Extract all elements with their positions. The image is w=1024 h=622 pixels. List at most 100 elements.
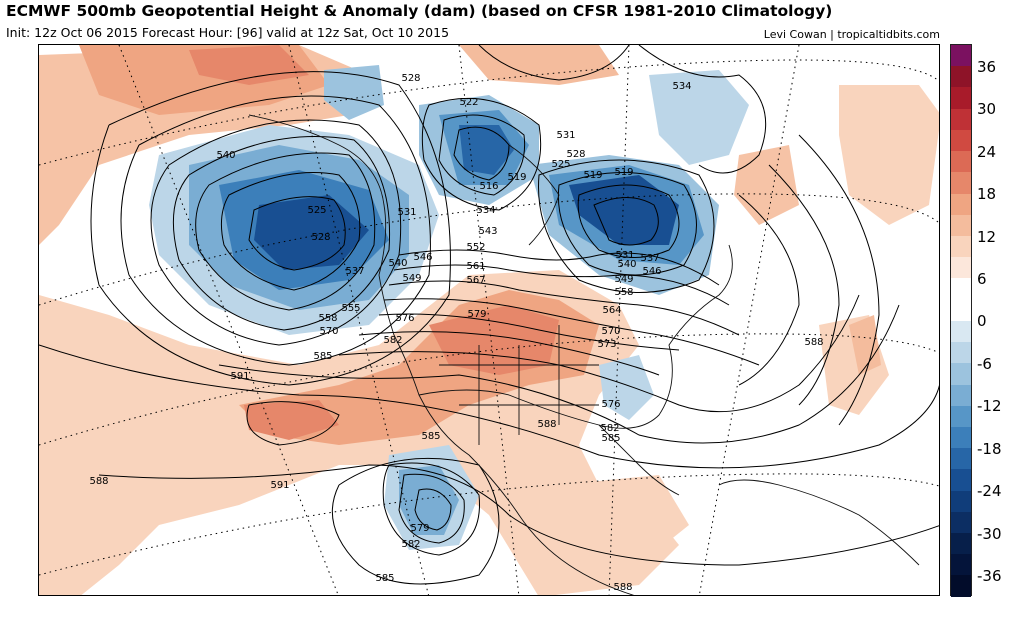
contour-label: 525	[551, 159, 570, 170]
colorbar-segment	[951, 151, 971, 173]
contour-label: 531	[397, 207, 416, 218]
contour-label: 549	[402, 273, 421, 284]
contour-label: 591	[230, 371, 249, 382]
contour-label: 585	[313, 351, 332, 362]
contour-label: 543	[478, 226, 497, 237]
contour-label: 579	[410, 523, 429, 534]
contour-label: 555	[341, 303, 360, 314]
contour-label: 582	[401, 539, 420, 550]
anomaly-colorbar	[950, 44, 972, 597]
colorbar-segment	[951, 320, 971, 343]
colorbar-segment	[951, 87, 971, 109]
contour-label: 519	[583, 170, 602, 181]
colorbar-segment	[951, 363, 971, 385]
contour-label: 585	[601, 433, 620, 444]
colorbar-segment	[951, 384, 971, 406]
colorbar-segment	[951, 469, 971, 491]
colorbar-tick-label: 24	[977, 143, 997, 161]
colorbar-tick-label: -36	[977, 567, 1002, 585]
colorbar-tick-label: -12	[977, 397, 1002, 415]
contour-label: 582	[600, 423, 619, 434]
contour-label: 528	[311, 232, 330, 243]
colorbar-segment	[951, 554, 971, 576]
colorbar-tick-label: 30	[977, 100, 997, 118]
contour-label: 534	[476, 205, 495, 216]
contour-label: 537	[345, 266, 364, 277]
colorbar-segment	[951, 172, 971, 194]
chart-title: ECMWF 500mb Geopotential Height & Anomal…	[6, 2, 833, 20]
contour-label: 534	[672, 81, 691, 92]
colorbar-tick-label: -30	[977, 525, 1002, 543]
contour-label: 585	[421, 431, 440, 442]
credit-text: Levi Cowan | tropicaltidbits.com	[763, 28, 940, 41]
contour-label: 588	[613, 582, 632, 593]
contour-label: 531	[615, 250, 634, 261]
colorbar-tick-label: 36	[977, 58, 997, 76]
contour-label: 528	[401, 73, 420, 84]
colorbar-tick-label: -6	[977, 355, 992, 373]
contour-label: 537	[640, 253, 659, 264]
colorbar-segment	[951, 235, 971, 258]
positive-anomaly-areas	[39, 45, 939, 595]
contour-label: 516	[479, 181, 498, 192]
colorbar-segment	[951, 299, 971, 321]
contour-label: 525	[307, 205, 326, 216]
contour-label: 585	[375, 573, 394, 584]
contour-label: 528	[566, 149, 585, 160]
colorbar-segment	[951, 257, 971, 279]
contour-label: 588	[804, 337, 823, 348]
contour-label: 582	[383, 335, 402, 346]
contour-label: 546	[642, 266, 661, 277]
contour-label: 591	[270, 480, 289, 491]
contour-label: 573	[597, 339, 616, 350]
map-panel: 528 522 534 531 528 525 519 519 516 519 540 525 528 5…	[38, 44, 940, 596]
contour-label: 549	[614, 274, 633, 285]
colorbar-segment	[951, 342, 971, 364]
colorbar-tick-label: -24	[977, 482, 1002, 500]
colorbar-tick-label: 12	[977, 228, 997, 246]
colorbar-segment	[951, 129, 971, 152]
colorbar-tick-label: 0	[977, 312, 987, 330]
colorbar-segment	[951, 193, 971, 215]
contour-label: 588	[537, 419, 556, 430]
contour-label: 579	[467, 309, 486, 320]
contour-label: 519	[614, 167, 633, 178]
colorbar-segment	[951, 214, 971, 236]
contour-label: 570	[601, 326, 620, 337]
contour-label: 552	[466, 242, 485, 253]
colorbar-segment	[951, 278, 971, 300]
colorbar-tick-label: 18	[977, 185, 997, 203]
contour-label: 570	[319, 326, 338, 337]
contour-label: 540	[617, 259, 636, 270]
colorbar-segment	[951, 448, 971, 470]
contour-label: 564	[602, 305, 621, 316]
contour-label: 519	[507, 172, 526, 183]
colorbar-segment	[951, 533, 971, 555]
colorbar-segment	[951, 108, 971, 130]
colorbar-tick-label: -18	[977, 440, 1002, 458]
chart-subtitle: Init: 12z Oct 06 2015 Forecast Hour: [96…	[6, 25, 450, 40]
contour-label: 540	[388, 258, 407, 269]
coastlines	[248, 114, 920, 595]
contour-label: 576	[395, 313, 414, 324]
height-contours	[39, 45, 939, 585]
contour-label: 576	[601, 399, 620, 410]
contour-label: 561	[466, 261, 485, 272]
contour-label: 588	[89, 476, 108, 487]
colorbar-segment	[951, 490, 971, 512]
colorbar-segment	[951, 575, 971, 597]
contour-label: 546	[413, 252, 432, 263]
colorbar-segment	[951, 426, 971, 449]
colorbar-segment	[951, 511, 971, 534]
contour-label: 531	[556, 130, 575, 141]
colorbar-segment	[951, 45, 971, 67]
contour-label: 558	[614, 287, 633, 298]
contour-label: 540	[216, 150, 235, 161]
colorbar-labels: 36 30 24 18 12 6 0 -6 -12 -18 -24 -30 -36	[975, 44, 1023, 596]
colorbar-tick-label: 6	[977, 270, 987, 288]
contour-label: 558	[318, 313, 337, 324]
contour-label: 567	[466, 275, 485, 286]
colorbar-segment	[951, 405, 971, 427]
